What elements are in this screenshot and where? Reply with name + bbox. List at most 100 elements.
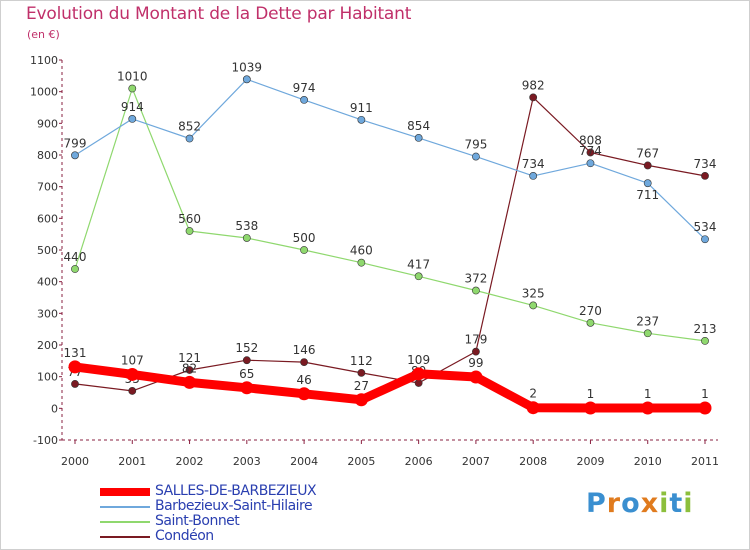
y-tick-label: 0 [51,402,58,415]
data-label: 854 [407,119,430,133]
data-point [357,258,366,267]
data-point [701,171,709,180]
y-tick-label: 500 [37,244,58,257]
data-label: 1 [701,387,709,401]
y-tick-label: 1100 [30,54,58,67]
legend-label: SALLES-DE-BARBEZIEUX [155,483,317,499]
data-label: 774 [579,144,602,158]
data-point [357,115,366,124]
data-point [242,234,251,242]
data-label: 534 [694,220,717,234]
data-label: 440 [64,250,87,264]
data-point [128,387,137,395]
data-point [242,75,251,84]
data-label: 560 [178,212,201,226]
data-label: 460 [350,244,373,258]
data-label: 121 [178,351,201,365]
data-point [354,393,368,407]
data-point [125,367,139,381]
data-label: 82 [182,361,197,375]
data-point [472,152,480,161]
data-point [643,179,652,188]
data-point [472,286,480,295]
data-point [469,370,483,384]
series-line-barbezieux-saint-hilaire [74,78,706,240]
logo-letter: i [659,488,670,519]
data-label: 27 [354,379,369,393]
data-point [357,368,366,377]
logo-letter: t [669,488,684,519]
series-line-cond-on [74,96,706,392]
data-point [698,401,712,415]
y-tick-label: 700 [37,181,58,194]
data-point [128,84,137,93]
data-point [414,379,423,387]
data-label: 500 [293,231,316,245]
data-point [701,235,709,244]
legend-label: Condéon [155,528,214,544]
data-label: 107 [121,353,144,367]
data-point [300,96,308,104]
chart-title: Evolution du Montant de la Dette par Hab… [26,4,412,24]
data-point [586,318,595,327]
data-label: 914 [121,100,144,114]
data-label: 112 [350,354,373,368]
data-point [240,381,254,395]
data-point [68,360,82,374]
data-label: 1 [644,387,652,401]
legend-swatch [100,506,150,508]
data-point [185,134,194,143]
data-point [529,301,538,310]
y-tick-label: 400 [37,276,58,289]
data-point [701,336,709,345]
logo-letter: x [640,488,660,519]
x-tick-label: 2009 [576,455,604,468]
x-tick-label: 2002 [176,455,204,468]
y-tick-label: 600 [37,212,58,225]
chart-subtitle: (en €) [27,28,60,41]
y-tick-label: 200 [37,339,58,352]
data-label: 799 [64,136,87,150]
legend-swatch [100,488,150,496]
data-point [71,380,79,388]
y-tick-label: 100 [37,371,58,384]
data-label: 795 [464,138,487,152]
data-label: 2 [529,387,537,401]
data-label: 372 [464,272,487,286]
data-label: 808 [579,133,602,147]
y-tick-label: 800 [37,149,58,162]
data-point [412,367,426,381]
legend-label: Barbezieux-Saint-Hilaire [155,498,313,514]
data-label: 711 [636,188,659,202]
data-label: 65 [239,367,254,381]
x-tick-label: 2003 [233,455,261,468]
data-point [185,366,194,374]
data-label: 146 [293,343,316,357]
logo-letter: o [621,488,641,519]
data-point [414,272,423,281]
data-point [414,133,423,142]
data-label: 734 [694,157,717,171]
data-label: 538 [235,219,258,233]
data-point [529,171,538,180]
y-tick-label: 300 [37,307,58,320]
data-point [586,159,595,168]
data-point [643,329,652,338]
logo-letter: P [586,488,607,519]
y-tick-label: 1000 [30,86,58,99]
data-point [586,148,595,157]
y-tick-label: 900 [37,117,58,130]
data-point [472,347,480,356]
data-point [526,401,540,415]
data-label: 417 [407,257,430,271]
data-point [71,265,79,273]
y-tick-label: -100 [33,434,58,447]
logo-letter: i [683,488,694,519]
x-tick-label: 2010 [634,455,662,468]
data-label: 131 [64,346,87,360]
x-tick-label: 2004 [290,455,318,468]
x-tick-label: 2005 [347,455,375,468]
series-line-salles-de-barbezieux [70,362,710,413]
